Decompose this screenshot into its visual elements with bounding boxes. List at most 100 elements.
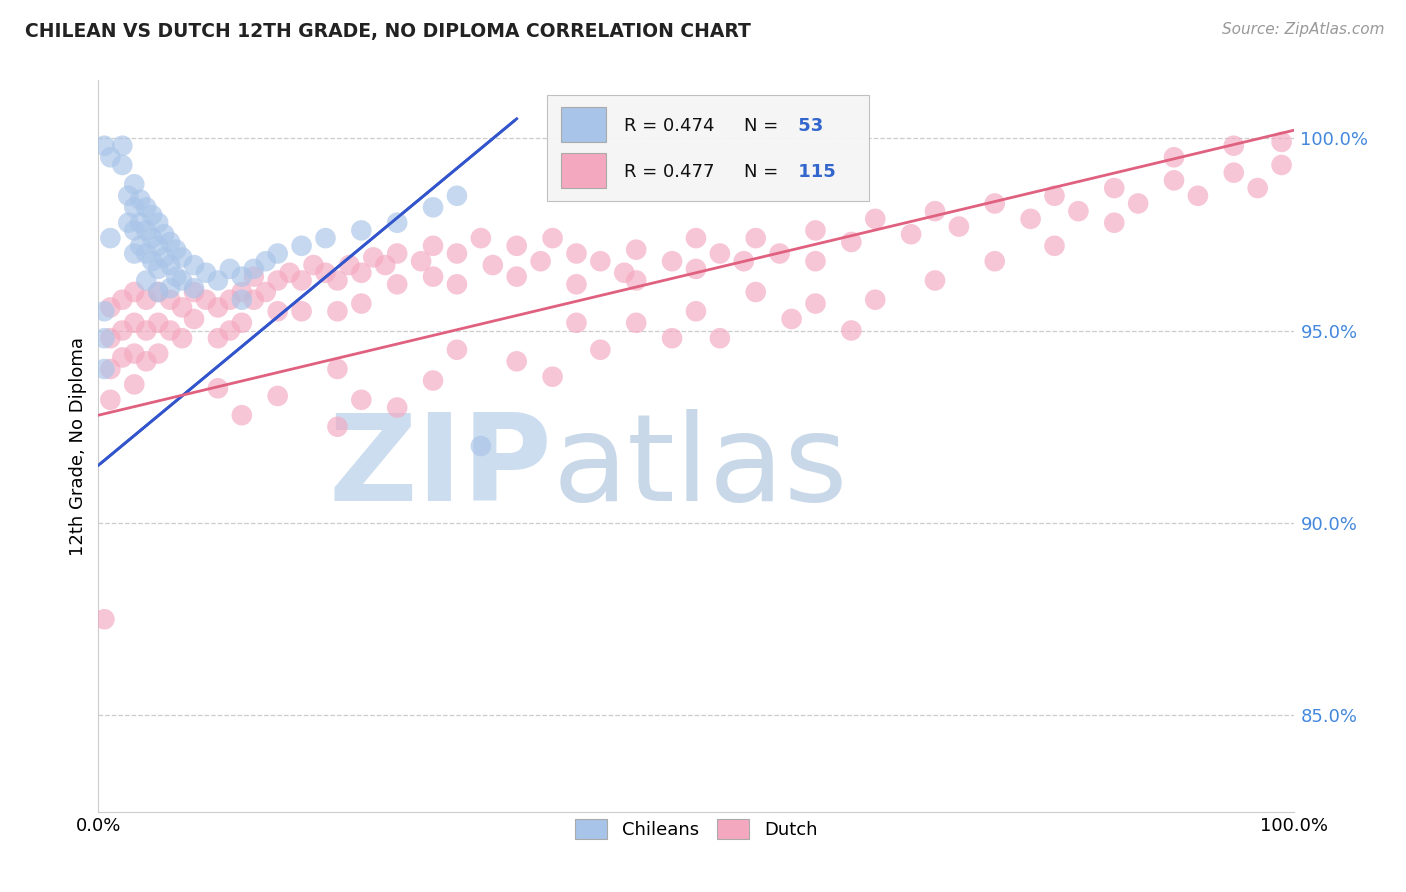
- Point: [111, 158, 134, 172]
- Point: [446, 277, 468, 292]
- FancyBboxPatch shape: [547, 95, 869, 201]
- Point: [385, 277, 409, 292]
- Point: [124, 178, 146, 192]
- Point: [98, 301, 122, 315]
- Point: [984, 254, 1007, 268]
- Point: [900, 227, 922, 242]
- Point: [141, 231, 163, 245]
- Point: [111, 351, 134, 365]
- Point: [302, 258, 325, 272]
- Point: [326, 362, 349, 376]
- Point: [733, 254, 755, 268]
- Point: [159, 293, 181, 307]
- Point: [924, 273, 946, 287]
- Point: [135, 273, 157, 287]
- Point: [172, 273, 194, 287]
- Point: [446, 188, 468, 202]
- Point: [141, 254, 163, 268]
- Point: [1104, 216, 1126, 230]
- Legend: Chileans, Dutch: Chileans, Dutch: [568, 812, 824, 847]
- Point: [243, 261, 266, 276]
- Point: [709, 331, 731, 345]
- Point: [291, 239, 314, 253]
- Point: [804, 223, 827, 237]
- Point: [470, 439, 492, 453]
- Point: [183, 281, 205, 295]
- Text: CHILEAN VS DUTCH 12TH GRADE, NO DIPLOMA CORRELATION CHART: CHILEAN VS DUTCH 12TH GRADE, NO DIPLOMA …: [25, 22, 751, 41]
- Point: [93, 138, 115, 153]
- Point: [1163, 173, 1185, 187]
- Point: [422, 239, 444, 253]
- Point: [141, 208, 163, 222]
- Point: [135, 354, 157, 368]
- Point: [924, 204, 946, 219]
- Point: [470, 231, 492, 245]
- Point: [93, 362, 115, 376]
- Point: [385, 216, 409, 230]
- Point: [506, 239, 529, 253]
- Point: [745, 285, 768, 299]
- Point: [589, 343, 612, 357]
- Point: [111, 293, 134, 307]
- Text: R = 0.474: R = 0.474: [624, 118, 714, 136]
- Point: [117, 188, 139, 202]
- Point: [124, 316, 146, 330]
- Point: [385, 401, 409, 415]
- Point: [626, 316, 648, 330]
- Point: [148, 285, 170, 299]
- Point: [267, 304, 290, 318]
- Point: [267, 273, 290, 287]
- Point: [135, 200, 157, 214]
- Point: [93, 331, 115, 345]
- Point: [374, 258, 396, 272]
- Text: 53: 53: [792, 118, 823, 136]
- Point: [159, 324, 181, 338]
- Point: [231, 285, 253, 299]
- Point: [565, 246, 588, 260]
- Point: [613, 266, 636, 280]
- Point: [243, 293, 266, 307]
- Point: [385, 246, 409, 260]
- Point: [1271, 135, 1294, 149]
- Point: [278, 266, 301, 280]
- Point: [565, 316, 588, 330]
- Text: R = 0.477: R = 0.477: [624, 162, 714, 181]
- Point: [124, 246, 146, 260]
- Point: [124, 377, 146, 392]
- Point: [148, 346, 170, 360]
- Point: [159, 281, 181, 295]
- Point: [709, 246, 731, 260]
- Point: [172, 251, 194, 265]
- Point: [984, 196, 1007, 211]
- Point: [411, 254, 433, 268]
- Point: [93, 612, 115, 626]
- Point: [541, 231, 564, 245]
- Point: [685, 231, 707, 245]
- Point: [148, 316, 170, 330]
- Point: [165, 269, 187, 284]
- Point: [1067, 204, 1090, 219]
- Point: [865, 211, 887, 226]
- Point: [135, 324, 157, 338]
- Point: [422, 269, 444, 284]
- Point: [541, 369, 564, 384]
- Point: [219, 324, 242, 338]
- Point: [124, 223, 146, 237]
- Point: [661, 331, 683, 345]
- Point: [135, 246, 157, 260]
- Point: [93, 304, 115, 318]
- Point: [231, 316, 253, 330]
- Point: [98, 150, 122, 164]
- Point: [481, 258, 505, 272]
- Point: [207, 273, 229, 287]
- Point: [291, 273, 314, 287]
- Point: [1128, 196, 1150, 211]
- Point: [98, 331, 122, 345]
- Point: [98, 362, 122, 376]
- Point: [1163, 150, 1185, 164]
- Point: [315, 231, 337, 245]
- Point: [315, 266, 337, 280]
- Point: [363, 251, 385, 265]
- Point: [350, 392, 373, 407]
- Point: [207, 331, 229, 345]
